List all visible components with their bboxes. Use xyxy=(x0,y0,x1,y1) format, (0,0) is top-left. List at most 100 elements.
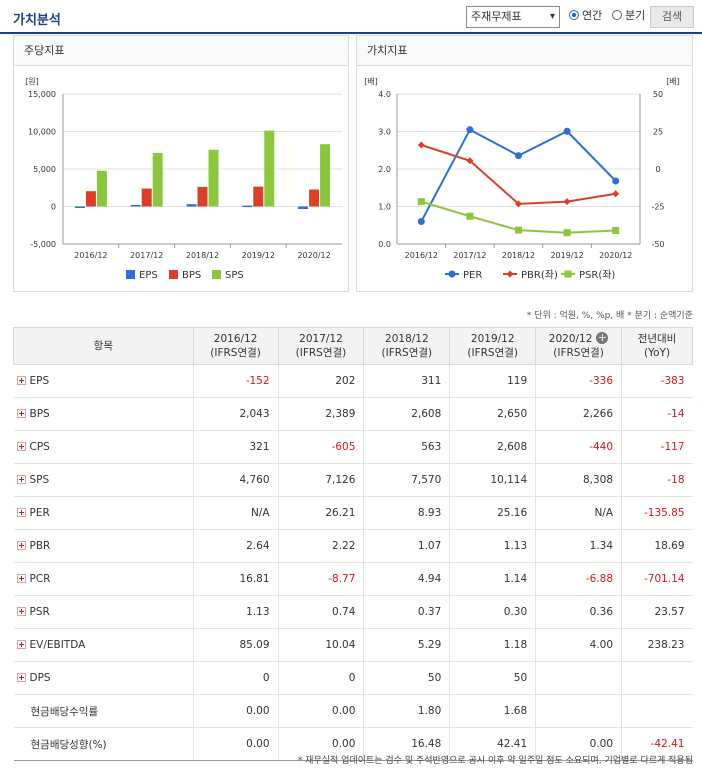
expand-row-icon[interactable] xyxy=(16,574,26,583)
table-cell: 1.34 xyxy=(535,529,622,563)
table-cell: 0 xyxy=(192,661,279,695)
expand-row-icon[interactable] xyxy=(16,475,26,484)
row-label-cell: CPS xyxy=(13,430,194,464)
bar-eps xyxy=(186,204,197,207)
legend-label: BPS xyxy=(182,270,201,281)
table-cell: 18.69 xyxy=(621,529,693,563)
table-cell: 1.13 xyxy=(449,529,536,563)
y-tick-label: 0 xyxy=(51,203,56,212)
row-label-cell: EPS xyxy=(13,364,194,398)
table-cell: 8,308 xyxy=(535,463,622,497)
table-cell: 0.00 xyxy=(277,727,364,761)
x-tick-label: 2017/12 xyxy=(130,251,163,260)
section-title: 가치분석 xyxy=(13,13,61,28)
table-cell: 5.29 xyxy=(363,628,450,662)
table-cell xyxy=(535,661,622,695)
table-cell: 0.00 xyxy=(192,694,279,728)
bar-sps xyxy=(152,153,163,207)
footer-note: * 재무실적 업데이트는 검수 및 주석반영으로 공시 이후 약 일주일 정도 … xyxy=(297,756,693,766)
table-cell: 10.04 xyxy=(277,628,364,662)
row-label: SPS xyxy=(29,474,50,486)
table-cell: 2,608 xyxy=(449,430,536,464)
x-tick-label: 2020/12 xyxy=(297,251,330,260)
table-cell: -8.77 xyxy=(277,562,364,596)
table-cell: 0.37 xyxy=(363,595,450,629)
table-cell: -135.85 xyxy=(621,496,693,530)
table-cell: -605 xyxy=(277,430,364,464)
table-cell: -383 xyxy=(621,364,693,398)
table-cell: -14 xyxy=(621,397,693,431)
bar-eps xyxy=(74,206,85,208)
x-tick-label: 2020/12 xyxy=(599,251,632,260)
marker-per xyxy=(515,152,522,160)
row-label: EPS xyxy=(29,375,50,387)
y-tick-label-left: 2.0 xyxy=(378,165,391,174)
legend-swatch xyxy=(126,270,135,279)
col-header-2016: 2016/12 (IFRS연결) xyxy=(192,327,279,365)
bar-sps xyxy=(96,170,107,207)
table-cell: -18 xyxy=(621,463,693,497)
table-row: SPS 4,760 7,126 7,570 10,114 8,308 -18 xyxy=(13,463,693,497)
table-row: 현금배당성향(%) 0.00 0.00 16.48 42.41 0.00 -42.41 xyxy=(13,727,693,761)
expand-row-icon[interactable] xyxy=(16,640,26,649)
x-tick-label: 2019/12 xyxy=(550,251,583,260)
table-cell: 2.64 xyxy=(192,529,279,563)
expand-row-icon[interactable] xyxy=(16,442,26,451)
legend-label: PBR(좌) xyxy=(521,269,558,281)
search-button[interactable]: 검색 xyxy=(650,6,694,28)
expand-row-icon[interactable] xyxy=(16,409,26,418)
legend-label: EPS xyxy=(139,270,158,281)
expand-row-icon[interactable] xyxy=(16,673,26,682)
table-cell: 10,114 xyxy=(449,463,536,497)
marker-per xyxy=(417,218,425,225)
row-label: CPS xyxy=(29,441,50,453)
legend-label: SPS xyxy=(225,270,244,281)
table-cell: 1.80 xyxy=(363,694,450,728)
table-cell: 0.36 xyxy=(535,595,622,629)
radio-quarter[interactable]: 분기 xyxy=(612,6,645,28)
marker-pbr xyxy=(417,141,425,149)
row-label: 현금배당수익률 xyxy=(30,705,99,718)
expand-row-icon[interactable] xyxy=(16,376,26,385)
radio-selected-icon xyxy=(569,10,579,20)
per-share-panel: 주당지표 [원] 15,000 10,000 5,000 0 -5,000 2016/12 2… xyxy=(13,35,349,292)
table-cell: 0.74 xyxy=(277,595,364,629)
table-cell: 50 xyxy=(449,661,536,695)
table-cell: 2.22 xyxy=(277,529,364,563)
expand-row-icon[interactable] xyxy=(16,541,26,550)
x-tick-label: 2017/12 xyxy=(453,251,486,260)
row-label: PCR xyxy=(29,573,51,585)
x-tick-label: 2016/12 xyxy=(405,251,438,260)
y-tick-label: 10,000 xyxy=(28,128,56,137)
legend-label: PSR(좌) xyxy=(579,269,615,281)
y-axis-unit: [원] xyxy=(25,77,39,86)
marker-psr xyxy=(515,226,522,234)
expand-row-icon[interactable] xyxy=(16,607,26,616)
table-cell: 1.07 xyxy=(363,529,450,563)
table-cell: 8.93 xyxy=(363,496,450,530)
table-cell: 7,126 xyxy=(277,463,364,497)
marker-pbr xyxy=(515,200,522,208)
bar-bps xyxy=(197,186,208,207)
table-cell: N/A xyxy=(192,496,279,530)
table-cell: 2,608 xyxy=(363,397,450,431)
expand-columns-icon[interactable]: + xyxy=(596,331,609,344)
table-cell: 0.00 xyxy=(535,727,622,761)
table-cell: 311 xyxy=(363,364,450,398)
table-row: EV/EBITDA 85.09 10.04 5.29 1.18 4.00 238.23 xyxy=(13,628,693,662)
radio-annual[interactable]: 연간 xyxy=(569,6,602,28)
y-tick-label-right: 50 xyxy=(653,90,663,99)
table-cell: 0.30 xyxy=(449,595,536,629)
table-row: CPS 321 -605 563 2,608 -440 -117 xyxy=(13,430,693,464)
legend-marker xyxy=(506,270,514,278)
table-cell xyxy=(621,694,693,728)
row-label-cell: SPS xyxy=(13,463,194,497)
bar-sps xyxy=(264,130,275,207)
table-row: BPS 2,043 2,389 2,608 2,650 2,266 -14 xyxy=(13,397,693,431)
table-cell xyxy=(621,661,693,695)
statement-select[interactable]: 주재무제표 ▾ xyxy=(466,6,560,28)
y-tick-label: 15,000 xyxy=(28,90,56,99)
expand-row-icon[interactable] xyxy=(16,508,26,517)
bar-bps xyxy=(309,189,320,207)
col-header-yoy: 전년대비 (YoY) xyxy=(621,327,693,365)
